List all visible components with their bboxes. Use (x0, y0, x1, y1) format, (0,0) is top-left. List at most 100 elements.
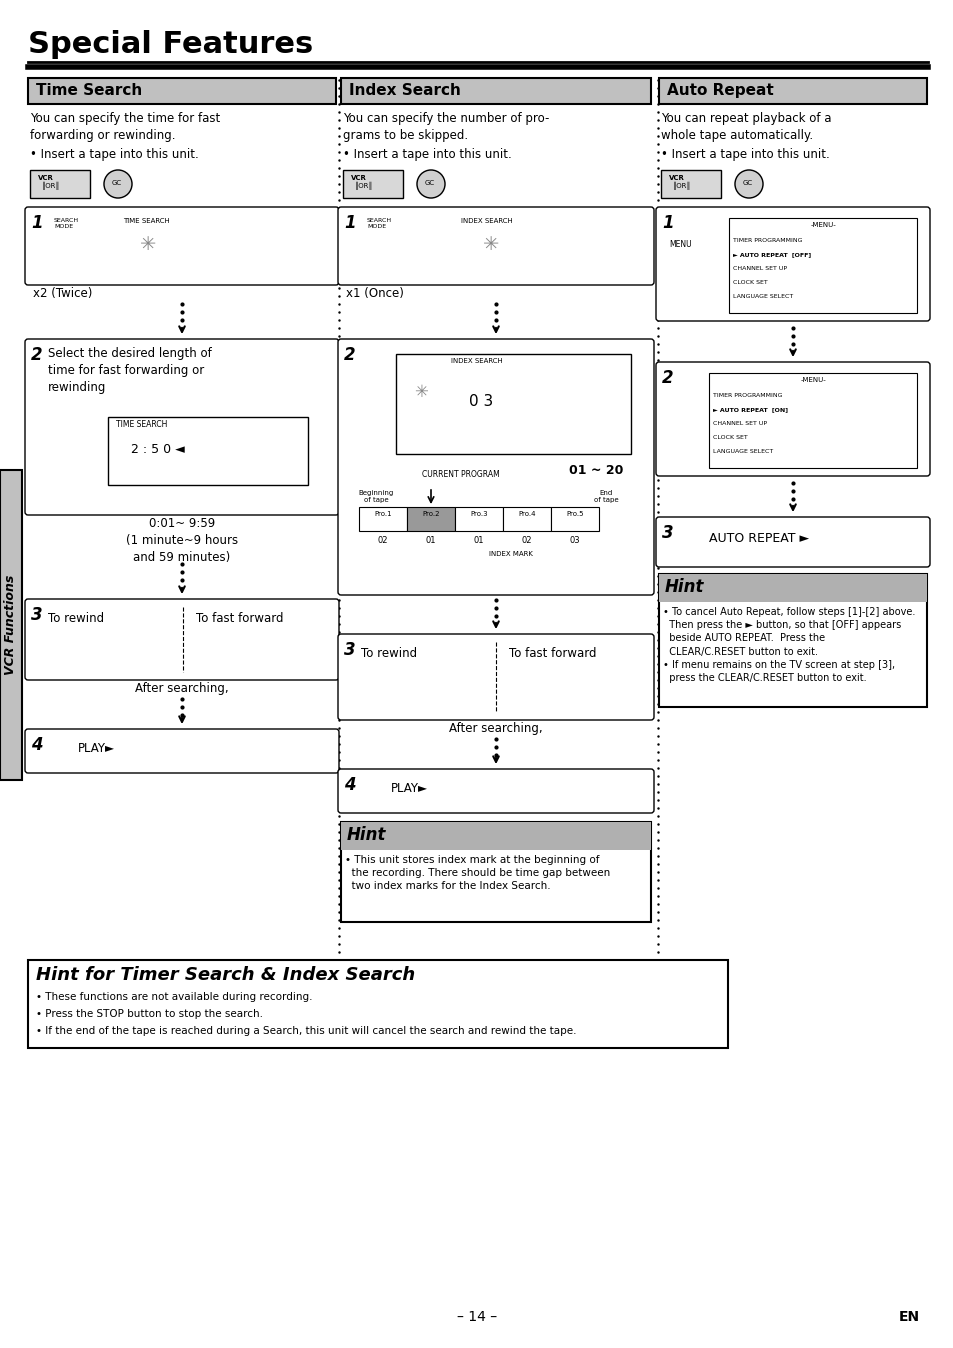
Bar (455, 507, 502, 531)
Text: INDEX SEARCH: INDEX SEARCH (451, 359, 502, 364)
Text: 1: 1 (661, 214, 673, 232)
FancyBboxPatch shape (337, 208, 654, 284)
Bar (340, 822, 650, 922)
Text: TIME SEARCH: TIME SEARCH (123, 218, 170, 224)
Text: LANGUAGE SELECT: LANGUAGE SELECT (732, 294, 792, 299)
Text: TIMER PROGRAMMING: TIMER PROGRAMMING (712, 394, 781, 398)
Text: VCR: VCR (351, 175, 367, 181)
Text: You can specify the time for fast
forwarding or rewinding.: You can specify the time for fast forwar… (30, 112, 220, 142)
Bar (708, 373, 916, 468)
Text: • This unit stores index mark at the beginning of
  the recording. There should : • This unit stores index mark at the beg… (345, 855, 610, 891)
Text: CHANNEL SET UP: CHANNEL SET UP (732, 266, 786, 271)
Text: • Insert a tape into this unit.: • Insert a tape into this unit. (30, 148, 198, 160)
Text: x2 (Twice): x2 (Twice) (33, 287, 92, 301)
Text: • These functions are not available during recording.: • These functions are not available duri… (36, 992, 313, 1002)
Text: VCR: VCR (668, 175, 684, 181)
FancyBboxPatch shape (25, 599, 338, 679)
Text: • Insert a tape into this unit.: • Insert a tape into this unit. (343, 148, 511, 160)
Text: Pro.2: Pro.2 (422, 511, 439, 518)
Bar (551, 507, 598, 531)
Text: End
of tape: End of tape (593, 491, 618, 503)
Text: ✳: ✳ (482, 236, 498, 255)
Text: TIME SEARCH: TIME SEARCH (116, 421, 167, 429)
Text: Hint for Timer Search & Index Search: Hint for Timer Search & Index Search (36, 967, 415, 984)
Text: 2: 2 (30, 346, 43, 364)
Text: To fast forward: To fast forward (195, 612, 283, 625)
Bar (659, 574, 926, 603)
Text: 03: 03 (569, 537, 579, 545)
Text: 1: 1 (344, 214, 355, 232)
Text: INDEX SEARCH: INDEX SEARCH (460, 218, 512, 224)
Text: Auto Repeat: Auto Repeat (666, 84, 773, 98)
Text: Pro.5: Pro.5 (566, 511, 583, 518)
Text: You can specify the number of pro-
grams to be skipped.: You can specify the number of pro- grams… (343, 112, 549, 142)
Text: Time Search: Time Search (36, 84, 142, 98)
Text: GC: GC (742, 181, 752, 186)
Text: CURRENT PROGRAM: CURRENT PROGRAM (421, 470, 499, 479)
Text: You can repeat playback of a
whole tape automatically.: You can repeat playback of a whole tape … (660, 112, 831, 142)
Text: • Press the STOP button to stop the search.: • Press the STOP button to stop the sear… (36, 1010, 263, 1019)
Text: MENU: MENU (669, 240, 692, 249)
Text: CLOCK SET: CLOCK SET (732, 280, 767, 284)
Bar (407, 507, 455, 531)
Text: 2: 2 (661, 369, 673, 387)
Text: ✳: ✳ (414, 383, 428, 400)
Text: After searching,: After searching, (449, 723, 542, 735)
Text: 02: 02 (521, 537, 532, 545)
Circle shape (104, 170, 132, 198)
Text: To fast forward: To fast forward (509, 647, 596, 661)
Circle shape (416, 170, 444, 198)
Text: TIMER PROGRAMMING: TIMER PROGRAMMING (732, 239, 801, 243)
Text: GC: GC (112, 181, 122, 186)
Text: ► AUTO REPEAT  [OFF]: ► AUTO REPEAT [OFF] (732, 252, 810, 257)
Text: 2 : 5 0 ◄: 2 : 5 0 ◄ (131, 443, 185, 457)
Text: – 14 –: – 14 – (456, 1310, 497, 1324)
Bar (728, 218, 916, 313)
Text: To rewind: To rewind (48, 612, 104, 625)
Bar (28, 960, 727, 1047)
Text: 3: 3 (30, 607, 43, 624)
Text: 4: 4 (344, 776, 355, 794)
Text: Index Search: Index Search (349, 84, 460, 98)
Bar (358, 507, 407, 531)
Text: ✳: ✳ (140, 236, 156, 255)
Text: EN: EN (898, 1310, 919, 1324)
Bar (0, 470, 22, 780)
Bar (28, 78, 335, 104)
Text: • To cancel Auto Repeat, follow steps [1]-[2] above.
  Then press the ► button, : • To cancel Auto Repeat, follow steps [1… (662, 607, 915, 683)
Text: 01: 01 (425, 537, 436, 545)
FancyBboxPatch shape (337, 768, 654, 813)
Text: CLOCK SET: CLOCK SET (712, 435, 747, 439)
Text: Hint: Hint (664, 578, 703, 596)
Text: 0 3: 0 3 (468, 394, 493, 408)
Text: PLAY►: PLAY► (78, 741, 115, 755)
FancyBboxPatch shape (25, 208, 338, 284)
Bar (340, 78, 650, 104)
Bar (395, 355, 630, 454)
Text: -MENU-: -MENU- (810, 222, 836, 228)
Text: GC: GC (424, 181, 435, 186)
Text: 1: 1 (30, 214, 43, 232)
Text: Pro.3: Pro.3 (470, 511, 487, 518)
Circle shape (734, 170, 762, 198)
Text: SEARCH
MODE: SEARCH MODE (367, 218, 392, 229)
Bar (108, 417, 308, 485)
Text: LANGUAGE SELECT: LANGUAGE SELECT (712, 449, 773, 454)
Text: Special Features: Special Features (28, 30, 313, 59)
Text: Pro.1: Pro.1 (374, 511, 392, 518)
Text: 0:01~ 9:59
(1 minute~9 hours
and 59 minutes): 0:01~ 9:59 (1 minute~9 hours and 59 minu… (126, 518, 238, 563)
Bar (30, 170, 90, 198)
Text: 3: 3 (344, 642, 355, 659)
Text: -MENU-: -MENU- (801, 377, 826, 383)
Text: Beginning
of tape: Beginning of tape (358, 491, 394, 503)
Text: 2: 2 (344, 346, 355, 364)
Text: To rewind: To rewind (360, 647, 416, 661)
Text: 4: 4 (30, 736, 43, 754)
Text: VCR Functions: VCR Functions (5, 574, 17, 675)
Bar (659, 574, 926, 706)
Text: AUTO REPEAT ►: AUTO REPEAT ► (708, 532, 808, 545)
Text: • If the end of the tape is reached during a Search, this unit will cancel the s: • If the end of the tape is reached duri… (36, 1026, 576, 1037)
FancyBboxPatch shape (25, 729, 338, 772)
Bar (343, 170, 402, 198)
FancyBboxPatch shape (656, 518, 929, 568)
